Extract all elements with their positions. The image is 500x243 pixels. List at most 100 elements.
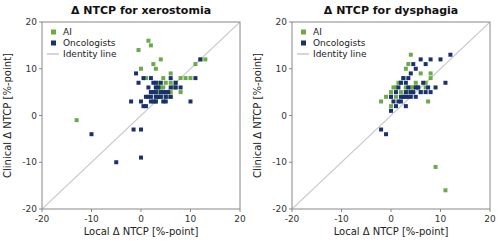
scatter-point bbox=[139, 99, 143, 103]
scatter-point bbox=[399, 99, 403, 103]
scatter-point bbox=[426, 99, 430, 103]
scatter-point bbox=[169, 95, 173, 99]
x-tick bbox=[141, 209, 142, 212]
scatter-point bbox=[394, 90, 398, 94]
scatter-point bbox=[137, 48, 141, 52]
scatter-point bbox=[406, 76, 410, 80]
y-tick bbox=[39, 68, 42, 69]
x-tick bbox=[391, 209, 392, 212]
scatter-point bbox=[159, 57, 163, 61]
x-axis-label: Local Δ NTCP [%-point] bbox=[334, 226, 449, 237]
x-tick-label: 0 bbox=[388, 214, 394, 224]
scatter-point bbox=[154, 99, 158, 103]
plot-area bbox=[292, 22, 490, 209]
scatter-point bbox=[114, 160, 118, 164]
legend-label: Oncologists bbox=[313, 38, 366, 48]
scatter-point bbox=[193, 76, 197, 80]
scatter-point bbox=[154, 99, 158, 103]
scatter-point bbox=[434, 165, 438, 169]
y-tick-label: 10 bbox=[26, 64, 38, 74]
scatter-point bbox=[426, 85, 430, 89]
scatter-point bbox=[164, 81, 168, 85]
scatter-point bbox=[411, 62, 415, 66]
scatter-point bbox=[164, 99, 168, 103]
legend-swatch bbox=[51, 30, 56, 35]
scatter-point bbox=[161, 76, 165, 80]
scatter-point bbox=[443, 188, 447, 192]
scatter-point bbox=[149, 76, 153, 80]
scatter-point bbox=[443, 81, 447, 85]
y-tick-label: -10 bbox=[22, 157, 37, 167]
legend-label: AI bbox=[313, 27, 322, 37]
identity-line bbox=[292, 22, 490, 209]
scatter-point bbox=[203, 57, 207, 61]
scatter-point bbox=[391, 99, 395, 103]
scatter-point bbox=[404, 90, 408, 94]
scatter-point bbox=[75, 118, 79, 122]
scatter-point bbox=[154, 67, 158, 71]
scatter-point bbox=[414, 81, 418, 85]
scatter-point bbox=[448, 53, 452, 57]
x-tick bbox=[240, 209, 241, 212]
scatter-point bbox=[193, 62, 197, 66]
scatter-point bbox=[146, 85, 150, 89]
y-tick-label: -20 bbox=[22, 204, 37, 214]
legend-swatch bbox=[51, 41, 56, 46]
scatter-point bbox=[434, 85, 438, 89]
x-tick bbox=[440, 209, 441, 212]
scatter-point bbox=[414, 67, 418, 71]
scatter-point bbox=[179, 90, 183, 94]
scatter-point bbox=[169, 95, 173, 99]
scatter-point bbox=[424, 90, 428, 94]
scatter-point bbox=[379, 99, 383, 103]
chart-root: -20-1001020-20-1001020Δ NTCP for xerosto… bbox=[0, 0, 500, 243]
scatter-point bbox=[174, 81, 178, 85]
scatter-point bbox=[429, 57, 433, 61]
scatter-point bbox=[198, 57, 202, 61]
scatter-point bbox=[189, 76, 193, 80]
scatter-point bbox=[156, 85, 160, 89]
legend: AIOncologistsIdentity line bbox=[47, 27, 117, 59]
scatter-point bbox=[384, 132, 388, 136]
x-tick-label: 20 bbox=[484, 214, 496, 224]
scatter-point bbox=[134, 71, 138, 75]
plot-area bbox=[42, 22, 240, 209]
scatter-point bbox=[169, 71, 173, 75]
scatter-point bbox=[184, 76, 188, 80]
scatter-point bbox=[414, 95, 418, 99]
y-tick bbox=[39, 115, 42, 116]
scatter-point bbox=[424, 62, 428, 66]
x-tick bbox=[341, 209, 342, 212]
scatter-point bbox=[389, 95, 393, 99]
scatter-point bbox=[379, 128, 383, 132]
scatter-point bbox=[154, 90, 158, 94]
scatter-point bbox=[129, 99, 133, 103]
scatter-point bbox=[404, 67, 408, 71]
scatter-point bbox=[174, 85, 178, 89]
x-tick-label: 20 bbox=[234, 214, 246, 224]
scatter-point bbox=[439, 57, 443, 61]
scatter-point bbox=[149, 43, 153, 47]
scatter-point bbox=[144, 104, 148, 108]
legend-swatch bbox=[301, 41, 306, 46]
y-tick-label: 20 bbox=[276, 17, 288, 27]
y-tick bbox=[39, 162, 42, 163]
x-tick bbox=[490, 209, 491, 212]
scatter-point bbox=[399, 81, 403, 85]
scatter-point bbox=[169, 76, 173, 80]
scatter-point bbox=[409, 95, 413, 99]
x-tick bbox=[91, 209, 92, 212]
scatter-point bbox=[169, 85, 173, 89]
legend-swatch bbox=[47, 53, 59, 55]
scatter-point bbox=[409, 53, 413, 57]
scatter-point bbox=[156, 85, 160, 89]
legend-label: Oncologists bbox=[63, 38, 116, 48]
scatter-point bbox=[149, 95, 153, 99]
scatter-point bbox=[159, 95, 163, 99]
scatter-point bbox=[399, 81, 403, 85]
scatter-point bbox=[416, 85, 420, 89]
scatter-point bbox=[389, 109, 393, 113]
legend: AIOncologistsIdentity line bbox=[297, 27, 367, 59]
y-tick bbox=[289, 162, 292, 163]
y-tick-label: -20 bbox=[272, 204, 287, 214]
